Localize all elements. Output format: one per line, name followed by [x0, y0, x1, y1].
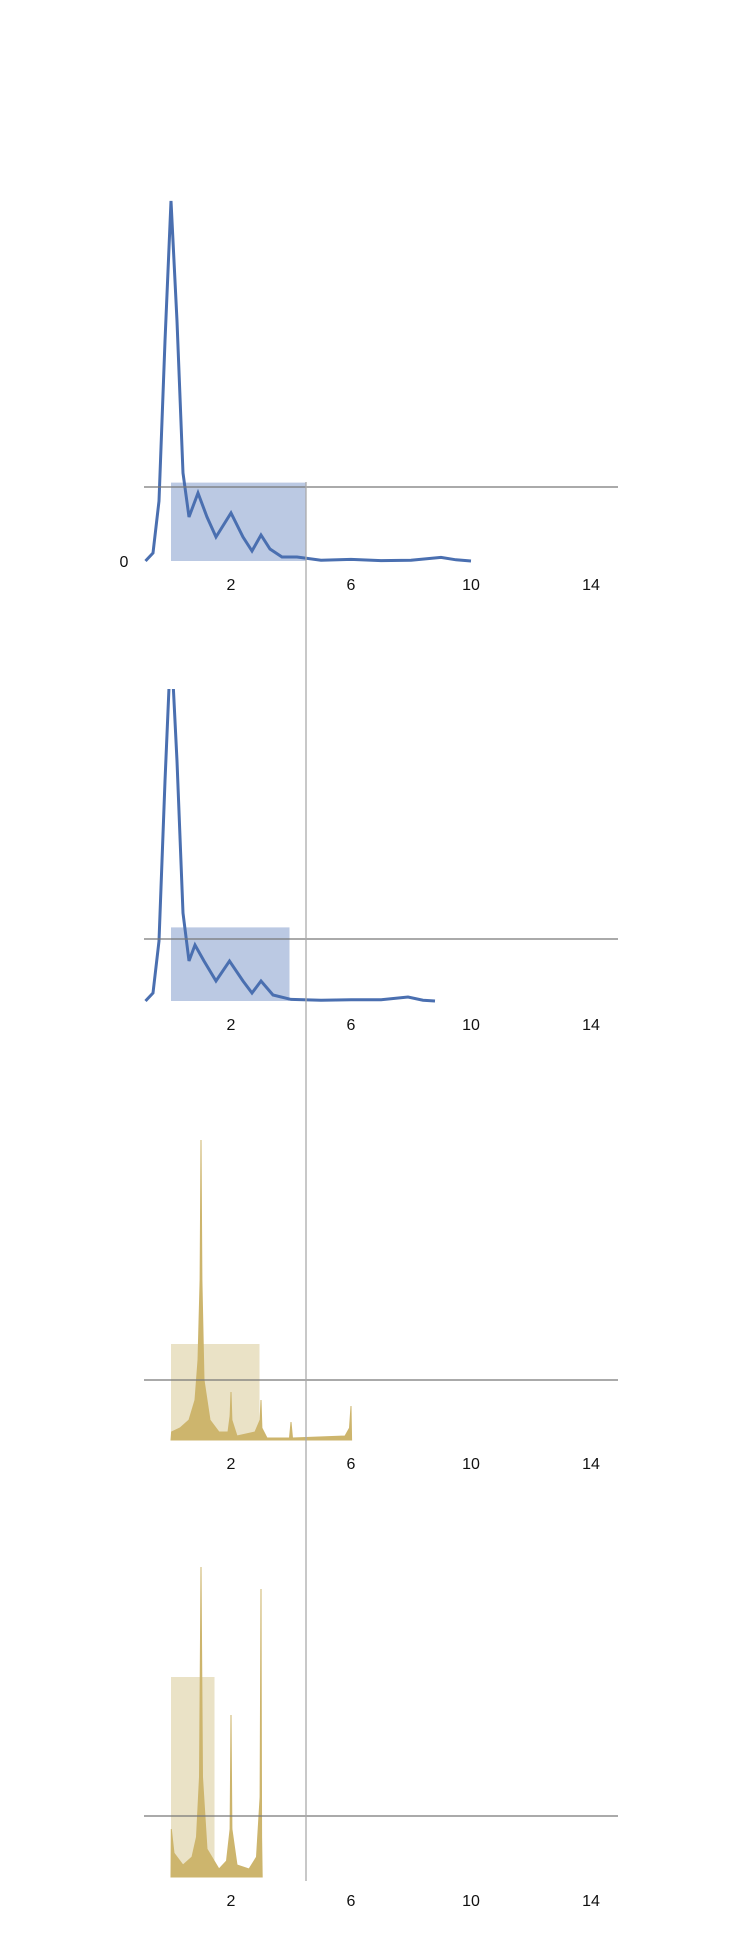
density-area: [170, 1139, 353, 1441]
x-tick-label: 10: [462, 1456, 480, 1473]
x-tick-label: 10: [462, 577, 480, 594]
x-tick-label: 10: [462, 1017, 480, 1034]
range-box: [171, 482, 306, 561]
x-tick-label: 14: [582, 1456, 600, 1473]
density-area: [170, 1566, 263, 1878]
x-tick-label: 2: [227, 577, 236, 594]
range-box: [171, 1677, 215, 1877]
density-line: [144, 689, 436, 1003]
panel: 2 6 10 14 0: [120, 200, 618, 594]
panel: 2 6 10 14: [144, 689, 618, 1034]
x-tick-label: 2: [227, 1017, 236, 1034]
x-tick-label: 6: [347, 1456, 356, 1473]
x-tick-label: 14: [582, 1017, 600, 1034]
x-tick-label: 2: [227, 1456, 236, 1473]
x-tick-label: 6: [347, 577, 356, 594]
x-tick-label: 14: [582, 1893, 600, 1910]
x-tick-label: 6: [347, 1017, 356, 1034]
panel: 2 6 10 14: [144, 1139, 618, 1473]
x-tick-label: 6: [347, 1893, 356, 1910]
x-tick-label: 14: [582, 577, 600, 594]
y-tick-label: 0: [120, 554, 129, 571]
x-tick-label: 10: [462, 1893, 480, 1910]
density-line: [144, 200, 472, 563]
x-tick-label: 2: [227, 1893, 236, 1910]
panel: 2 6 10 14: [144, 1566, 618, 1910]
